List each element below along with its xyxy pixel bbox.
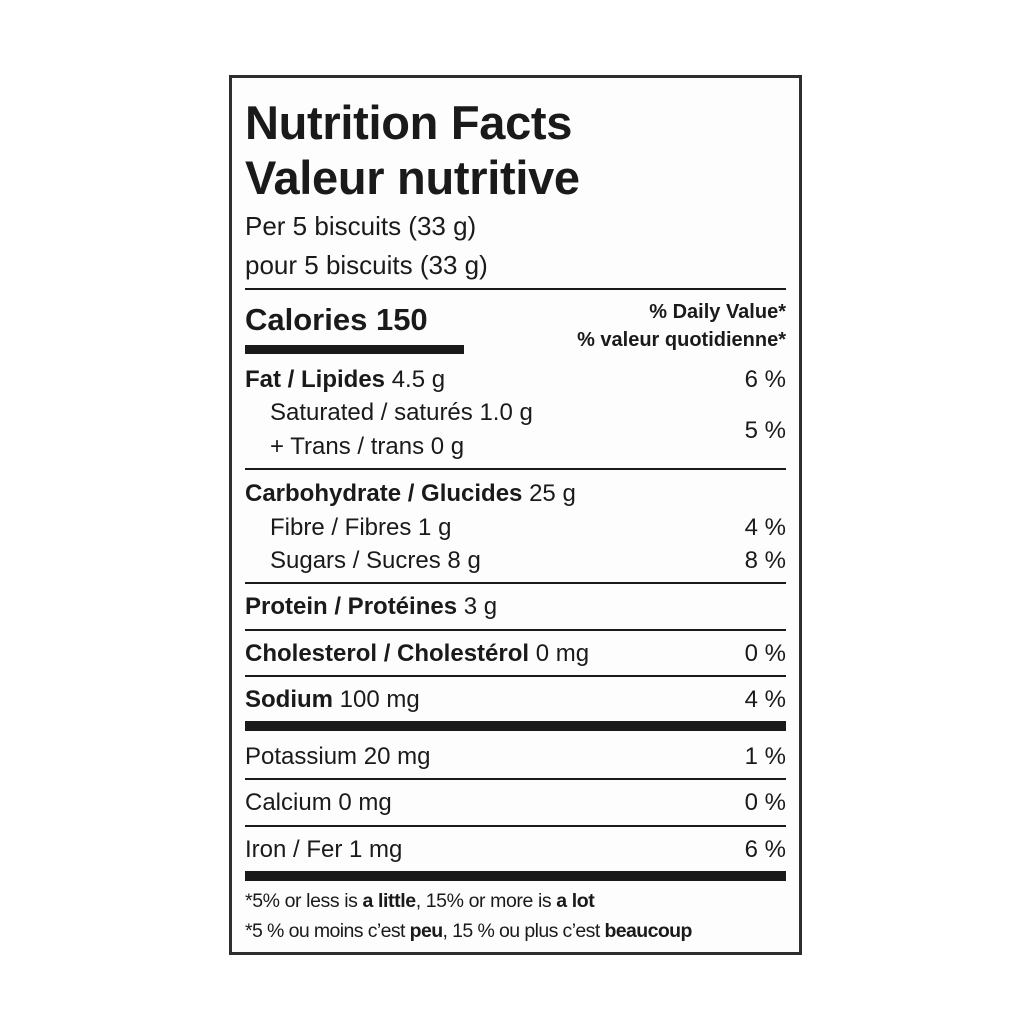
nutrition-label xyxy=(229,75,802,955)
sodium-dv: 4 % xyxy=(744,686,786,713)
daily-value-header-french: % valeur quotidienne* xyxy=(577,329,786,351)
divider xyxy=(245,288,786,290)
cholesterol-row: Cholesterol / Cholestérol 0 mg xyxy=(245,640,590,667)
divider xyxy=(245,582,786,584)
daily-value-header-english: % Daily Value* xyxy=(649,301,786,323)
saturated-trans-dv: 5 % xyxy=(744,417,786,444)
divider xyxy=(245,778,786,780)
protein-row: Protein / Protéines 3 g xyxy=(245,593,498,620)
saturated-row: Saturated / saturés 1.0 g xyxy=(270,399,533,426)
calories: Calories 150 xyxy=(245,302,428,337)
footnote-english: *5% or less is a little, 15% or more is … xyxy=(245,890,595,912)
sodium-row: Sodium 100 mg xyxy=(245,686,420,713)
calcium-row: Calcium 0 mg xyxy=(245,789,392,816)
divider xyxy=(245,825,786,827)
fibre-row: Fibre / Fibres 1 g xyxy=(270,514,452,541)
fibre-dv: 4 % xyxy=(744,514,786,541)
divider xyxy=(245,629,786,631)
calcium-dv: 0 % xyxy=(744,789,786,816)
footnote-french: *5 % ou moins c’est peu, 15 % ou plus c’… xyxy=(245,920,692,942)
sugars-dv: 8 % xyxy=(744,547,786,574)
potassium-row: Potassium 20 mg xyxy=(245,743,431,770)
fat-dv: 6 % xyxy=(744,366,786,393)
sugars-row: Sugars / Sucres 8 g xyxy=(270,547,481,574)
thick-divider xyxy=(245,871,786,881)
iron-row: Iron / Fer 1 mg xyxy=(245,836,403,863)
fat-row: Fat / Lipides 4.5 g xyxy=(245,366,446,393)
thick-divider xyxy=(245,721,786,731)
trans-row: + Trans / trans 0 g xyxy=(270,433,465,460)
title-french: Valeur nutritive xyxy=(245,151,580,204)
serving-size-french: pour 5 biscuits (33 g) xyxy=(245,250,488,280)
potassium-dv: 1 % xyxy=(744,743,786,770)
title-english: Nutrition Facts xyxy=(245,96,573,149)
carbohydrate-row: Carbohydrate / Glucides 25 g xyxy=(245,480,576,507)
divider xyxy=(245,675,786,677)
serving-size-english: Per 5 biscuits (33 g) xyxy=(245,211,477,241)
iron-dv: 6 % xyxy=(744,836,786,863)
cholesterol-dv: 0 % xyxy=(744,640,786,667)
divider xyxy=(245,468,786,470)
calories-bar xyxy=(245,345,464,354)
